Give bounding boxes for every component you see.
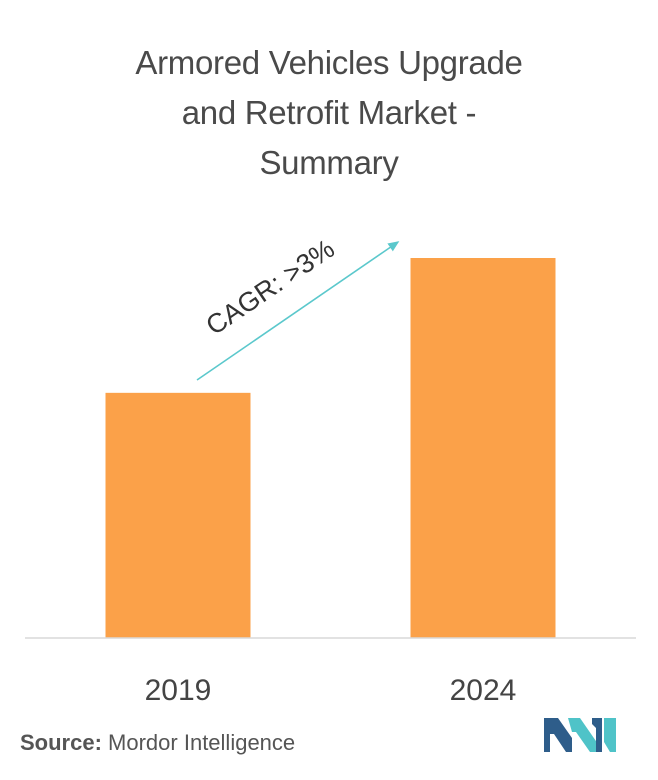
- cagr-arrow: [196, 241, 400, 381]
- x-tick-label: 2019: [145, 674, 212, 707]
- logo-shape-accent: [604, 718, 616, 752]
- mordor-intelligence-logo-icon: [544, 718, 616, 752]
- bar-2024: [410, 258, 556, 638]
- source-line: Source: Mordor Intelligence: [20, 730, 295, 756]
- source-text: Mordor Intelligence: [108, 730, 296, 755]
- chart-title-line: Summary: [259, 144, 399, 181]
- cagr-label: CAGR: >3%: [201, 233, 340, 341]
- x-tick-labels: 2019 2024: [145, 674, 517, 707]
- chart-title-line: Armored Vehicles Upgrade: [135, 44, 523, 81]
- logo-shape-left: [544, 718, 572, 752]
- x-tick-label: 2024: [450, 674, 517, 707]
- chart-title-line: and Retrofit Market -: [181, 94, 477, 131]
- logo-shape-right: [592, 718, 602, 752]
- source-label: Source:: [20, 730, 102, 755]
- bars-layer: [105, 258, 556, 638]
- chart-title: Armored Vehicles Upgrade and Retrofit Mar…: [0, 38, 658, 188]
- cagr-annotation: CAGR: >3%: [196, 233, 400, 381]
- logo-shape-mid: [568, 718, 598, 752]
- bar-2019: [105, 392, 251, 638]
